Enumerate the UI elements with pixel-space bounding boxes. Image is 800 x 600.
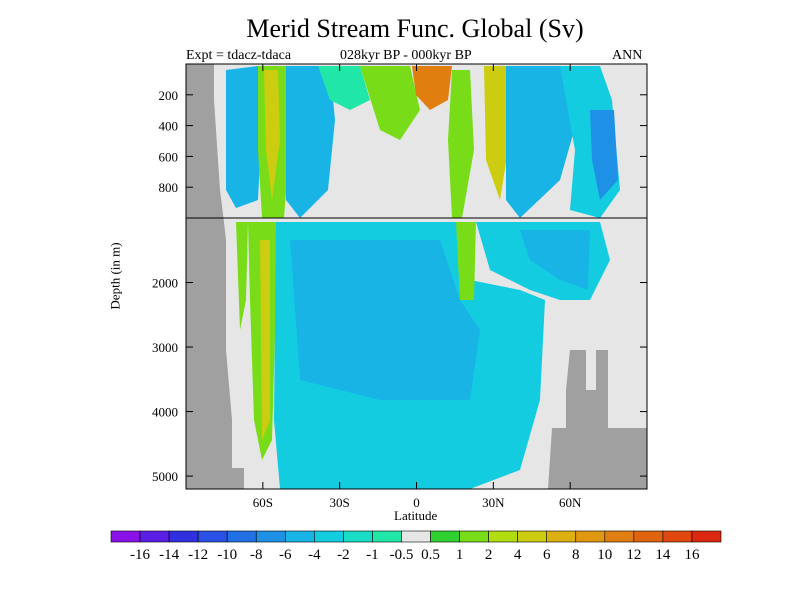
field-upper-mid-weak (318, 66, 370, 110)
colorbar-label: -10 (217, 547, 237, 563)
colorbar-swatch (343, 530, 373, 543)
colorbar-swatch (604, 530, 635, 543)
field-upper-tropic-positive (360, 66, 420, 140)
colorbar-label: -8 (250, 547, 263, 563)
colorbar: -16 -14 -12 -10 -8 -6 -4 -2 -1 -0.5 0.5 1 2 4 6 8 10 12 14… (110, 530, 722, 563)
y-tick-label: 5000 (152, 469, 178, 484)
field-lower-south-core (260, 240, 270, 440)
colorbar-swatch (314, 530, 344, 543)
colorbar-swatch (459, 530, 489, 543)
x-tick-label: 60N (559, 495, 582, 510)
colorbar-label: 1 (456, 547, 464, 563)
colorbar-label: -16 (130, 547, 150, 563)
colorbar-swatch (110, 530, 141, 543)
field-lower-deep-core (290, 240, 480, 400)
field-upper-north-positive (448, 70, 474, 218)
field-upper-north-negative (506, 66, 580, 218)
colorbar-swatch (168, 530, 199, 543)
colorbar-label: -14 (159, 547, 179, 563)
colorbar-label: -0.5 (390, 547, 414, 563)
colorbar-swatch (488, 530, 518, 543)
x-axis-label: Latitude (394, 508, 438, 523)
colorbar-label: -1 (366, 547, 379, 563)
colorbar-label: 4 (514, 547, 522, 563)
colorbar-swatch (401, 530, 431, 543)
colorbar-swatch (575, 530, 606, 543)
x-tick-label: 60S (253, 495, 273, 510)
y-axis-label: Depth (in m) (107, 242, 123, 310)
colorbar-label: 14 (655, 547, 671, 563)
experiment-label: Expt = tdacz-tdaca (186, 48, 292, 63)
colorbar-swatch (546, 530, 577, 543)
colorbar-label: 0.5 (421, 547, 440, 563)
colorbar-swatch (430, 530, 460, 543)
colorbar-label: 2 (485, 547, 493, 563)
x-tick-label: 30N (482, 495, 505, 510)
land-mask-arctic (548, 350, 647, 489)
field-upper-south-core (264, 70, 280, 200)
colorbar-swatch (372, 530, 402, 543)
colorbar-swatch (691, 530, 722, 543)
colorbar-swatch (633, 530, 664, 543)
y-tick-label: 2000 (152, 276, 178, 291)
colorbar-label: 10 (597, 547, 612, 563)
colorbar-label: -12 (188, 547, 208, 563)
x-tick-label: 0 (413, 495, 420, 510)
colorbar-swatch (517, 530, 548, 543)
chart-title: Merid Stream Func. Global (Sv) (246, 14, 584, 43)
colorbar-label: -4 (308, 547, 321, 563)
x-axis: 60S 30S 0 30N 60N (253, 64, 582, 510)
field-lower-south-edge (236, 222, 248, 330)
y-tick-label: 4000 (152, 405, 178, 420)
colorbar-swatch (139, 530, 170, 543)
colorbar-swatch (284, 530, 315, 543)
colorbar-label: 16 (684, 547, 700, 563)
y-tick-label: 800 (159, 180, 179, 195)
colorbar-label: 6 (543, 547, 551, 563)
colorbar-label: 8 (572, 547, 580, 563)
y-axis: 200 400 600 800 2000 3000 4000 5000 (152, 88, 647, 484)
season-label: ANN (612, 48, 643, 63)
field-upper-south-negative (226, 66, 262, 208)
field-upper-north-core (484, 66, 508, 200)
y-tick-label: 200 (159, 88, 179, 103)
field-upper-mid-negative (286, 66, 335, 218)
field-upper-equator-strong (412, 66, 452, 110)
field-lower-north-positive (456, 222, 476, 300)
y-tick-label: 400 (159, 119, 179, 134)
colorbar-swatch (662, 530, 693, 543)
colorbar-label: -6 (279, 547, 292, 563)
colorbar-swatch (197, 530, 228, 543)
colorbar-swatch (255, 530, 286, 543)
x-tick-label: 30S (330, 495, 350, 510)
field-upper-far-north-core (590, 110, 618, 200)
colorbar-label: 12 (626, 547, 641, 563)
land-mask-antarctica (186, 64, 244, 489)
period-label: 028kyr BP - 000kyr BP (340, 48, 472, 63)
y-tick-label: 3000 (152, 340, 178, 355)
field-lower-north-core (520, 230, 590, 290)
y-tick-label: 600 (159, 149, 179, 164)
colorbar-swatch (226, 530, 257, 543)
colorbar-label: -2 (337, 547, 350, 563)
